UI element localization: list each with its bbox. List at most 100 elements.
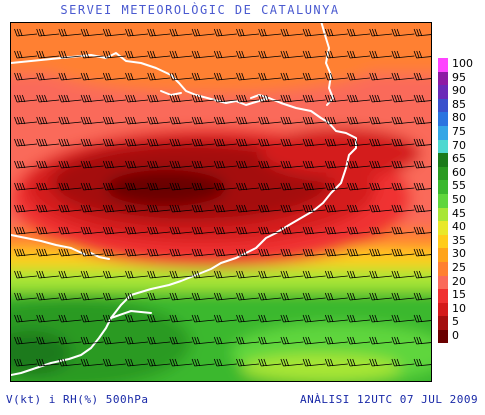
- wind-barb: [213, 116, 237, 125]
- legend-label: 90: [452, 84, 466, 98]
- wind-barb: [80, 336, 104, 345]
- wind-barb: [236, 116, 260, 125]
- wind-barb: [324, 358, 348, 367]
- legend-item: 65: [438, 153, 482, 167]
- wind-barb: [347, 94, 371, 103]
- wind-barb: [391, 138, 415, 147]
- wind-barb: [302, 94, 326, 103]
- wind-barb: [258, 72, 282, 81]
- wind-barb: [14, 358, 38, 367]
- wind-barb: [102, 182, 126, 191]
- wind-barb: [125, 292, 149, 301]
- wind-barb: [280, 116, 304, 125]
- legend-label: 0: [452, 328, 459, 342]
- wind-barb: [169, 116, 193, 125]
- wind-barb: [213, 358, 237, 367]
- wind-barb: [102, 116, 126, 125]
- wind-barb: [302, 50, 326, 59]
- wind-barb: [80, 292, 104, 301]
- legend-swatch: [438, 261, 448, 276]
- wind-barb: [413, 116, 431, 125]
- wind-barb: [191, 72, 215, 81]
- wind-barb: [258, 204, 282, 213]
- wind-barb: [147, 358, 171, 367]
- wind-barb: [102, 292, 126, 301]
- legend-item: 60: [438, 166, 482, 181]
- wind-barb: [324, 138, 348, 147]
- legend-swatch: [438, 316, 448, 330]
- wind-barb: [324, 314, 348, 323]
- wind-barb: [280, 28, 304, 37]
- wind-barb: [413, 336, 431, 345]
- wind-barb: [125, 182, 149, 191]
- wind-barb: [102, 358, 126, 367]
- wind-barb: [236, 336, 260, 345]
- wind-barb: [236, 50, 260, 59]
- wind-barb: [413, 50, 431, 59]
- wind-barb: [391, 28, 415, 37]
- wind-barb: [191, 160, 215, 169]
- wind-barb: [14, 138, 38, 147]
- wind-barb: [280, 160, 304, 169]
- wind-barb: [14, 336, 38, 345]
- wind-barb: [324, 204, 348, 213]
- wind-barb: [102, 270, 126, 279]
- wind-barb: [347, 116, 371, 125]
- wind-barb: [169, 314, 193, 323]
- wind-barb: [58, 138, 82, 147]
- wind-barb: [36, 50, 60, 59]
- wind-barb: [80, 314, 104, 323]
- wind-barb: [302, 160, 326, 169]
- legend-swatch: [438, 125, 448, 140]
- wind-barb: [147, 160, 171, 169]
- footer-variables: V(kt) i RH(%) 500hPa: [6, 393, 149, 406]
- wind-barb: [169, 182, 193, 191]
- legend-label: 85: [452, 97, 466, 111]
- rh-wind-map: [11, 23, 431, 381]
- wind-barb: [280, 94, 304, 103]
- wind-barb: [213, 28, 237, 37]
- wind-barb: [369, 358, 393, 367]
- wind-barb: [413, 72, 431, 81]
- legend-item: 5: [438, 316, 482, 330]
- wind-barb: [258, 116, 282, 125]
- wind-barb: [14, 226, 38, 235]
- wind-barb: [280, 182, 304, 191]
- wind-barb: [169, 336, 193, 345]
- wind-barb: [80, 226, 104, 235]
- wind-barb: [302, 226, 326, 235]
- wind-barb: [236, 292, 260, 301]
- wind-barb: [369, 226, 393, 235]
- legend-item: 35: [438, 234, 482, 249]
- wind-barb: [80, 358, 104, 367]
- wind-barb: [258, 28, 282, 37]
- wind-barb: [369, 204, 393, 213]
- wind-barb: [324, 116, 348, 125]
- wind-barb: [369, 270, 393, 279]
- wind-barb: [258, 336, 282, 345]
- wind-barb: [58, 292, 82, 301]
- wind-barb: [213, 314, 237, 323]
- wind-barb: [324, 226, 348, 235]
- legend-item: 95: [438, 71, 482, 86]
- legend-swatch: [438, 139, 448, 154]
- wind-barb: [125, 358, 149, 367]
- wind-barb: [191, 28, 215, 37]
- legend-item: 50: [438, 193, 482, 208]
- wind-barb: [324, 28, 348, 37]
- legend-item: 40: [438, 221, 482, 235]
- footer-analysis: ANÀLISI 12UTC 07 JUL 2009: [300, 393, 479, 406]
- wind-barb: [413, 270, 431, 279]
- wind-barb: [347, 314, 371, 323]
- wind-barb: [280, 50, 304, 59]
- legend-label: 20: [452, 274, 466, 288]
- legend-item: 45: [438, 207, 482, 222]
- wind-barb: [102, 314, 126, 323]
- wind-barb: [324, 94, 348, 103]
- wind-barb: [14, 270, 38, 279]
- wind-barb: [14, 314, 38, 323]
- wind-barb: [36, 204, 60, 213]
- wind-barb: [147, 270, 171, 279]
- wind-barb: [413, 182, 431, 191]
- legend-label: 70: [452, 138, 466, 152]
